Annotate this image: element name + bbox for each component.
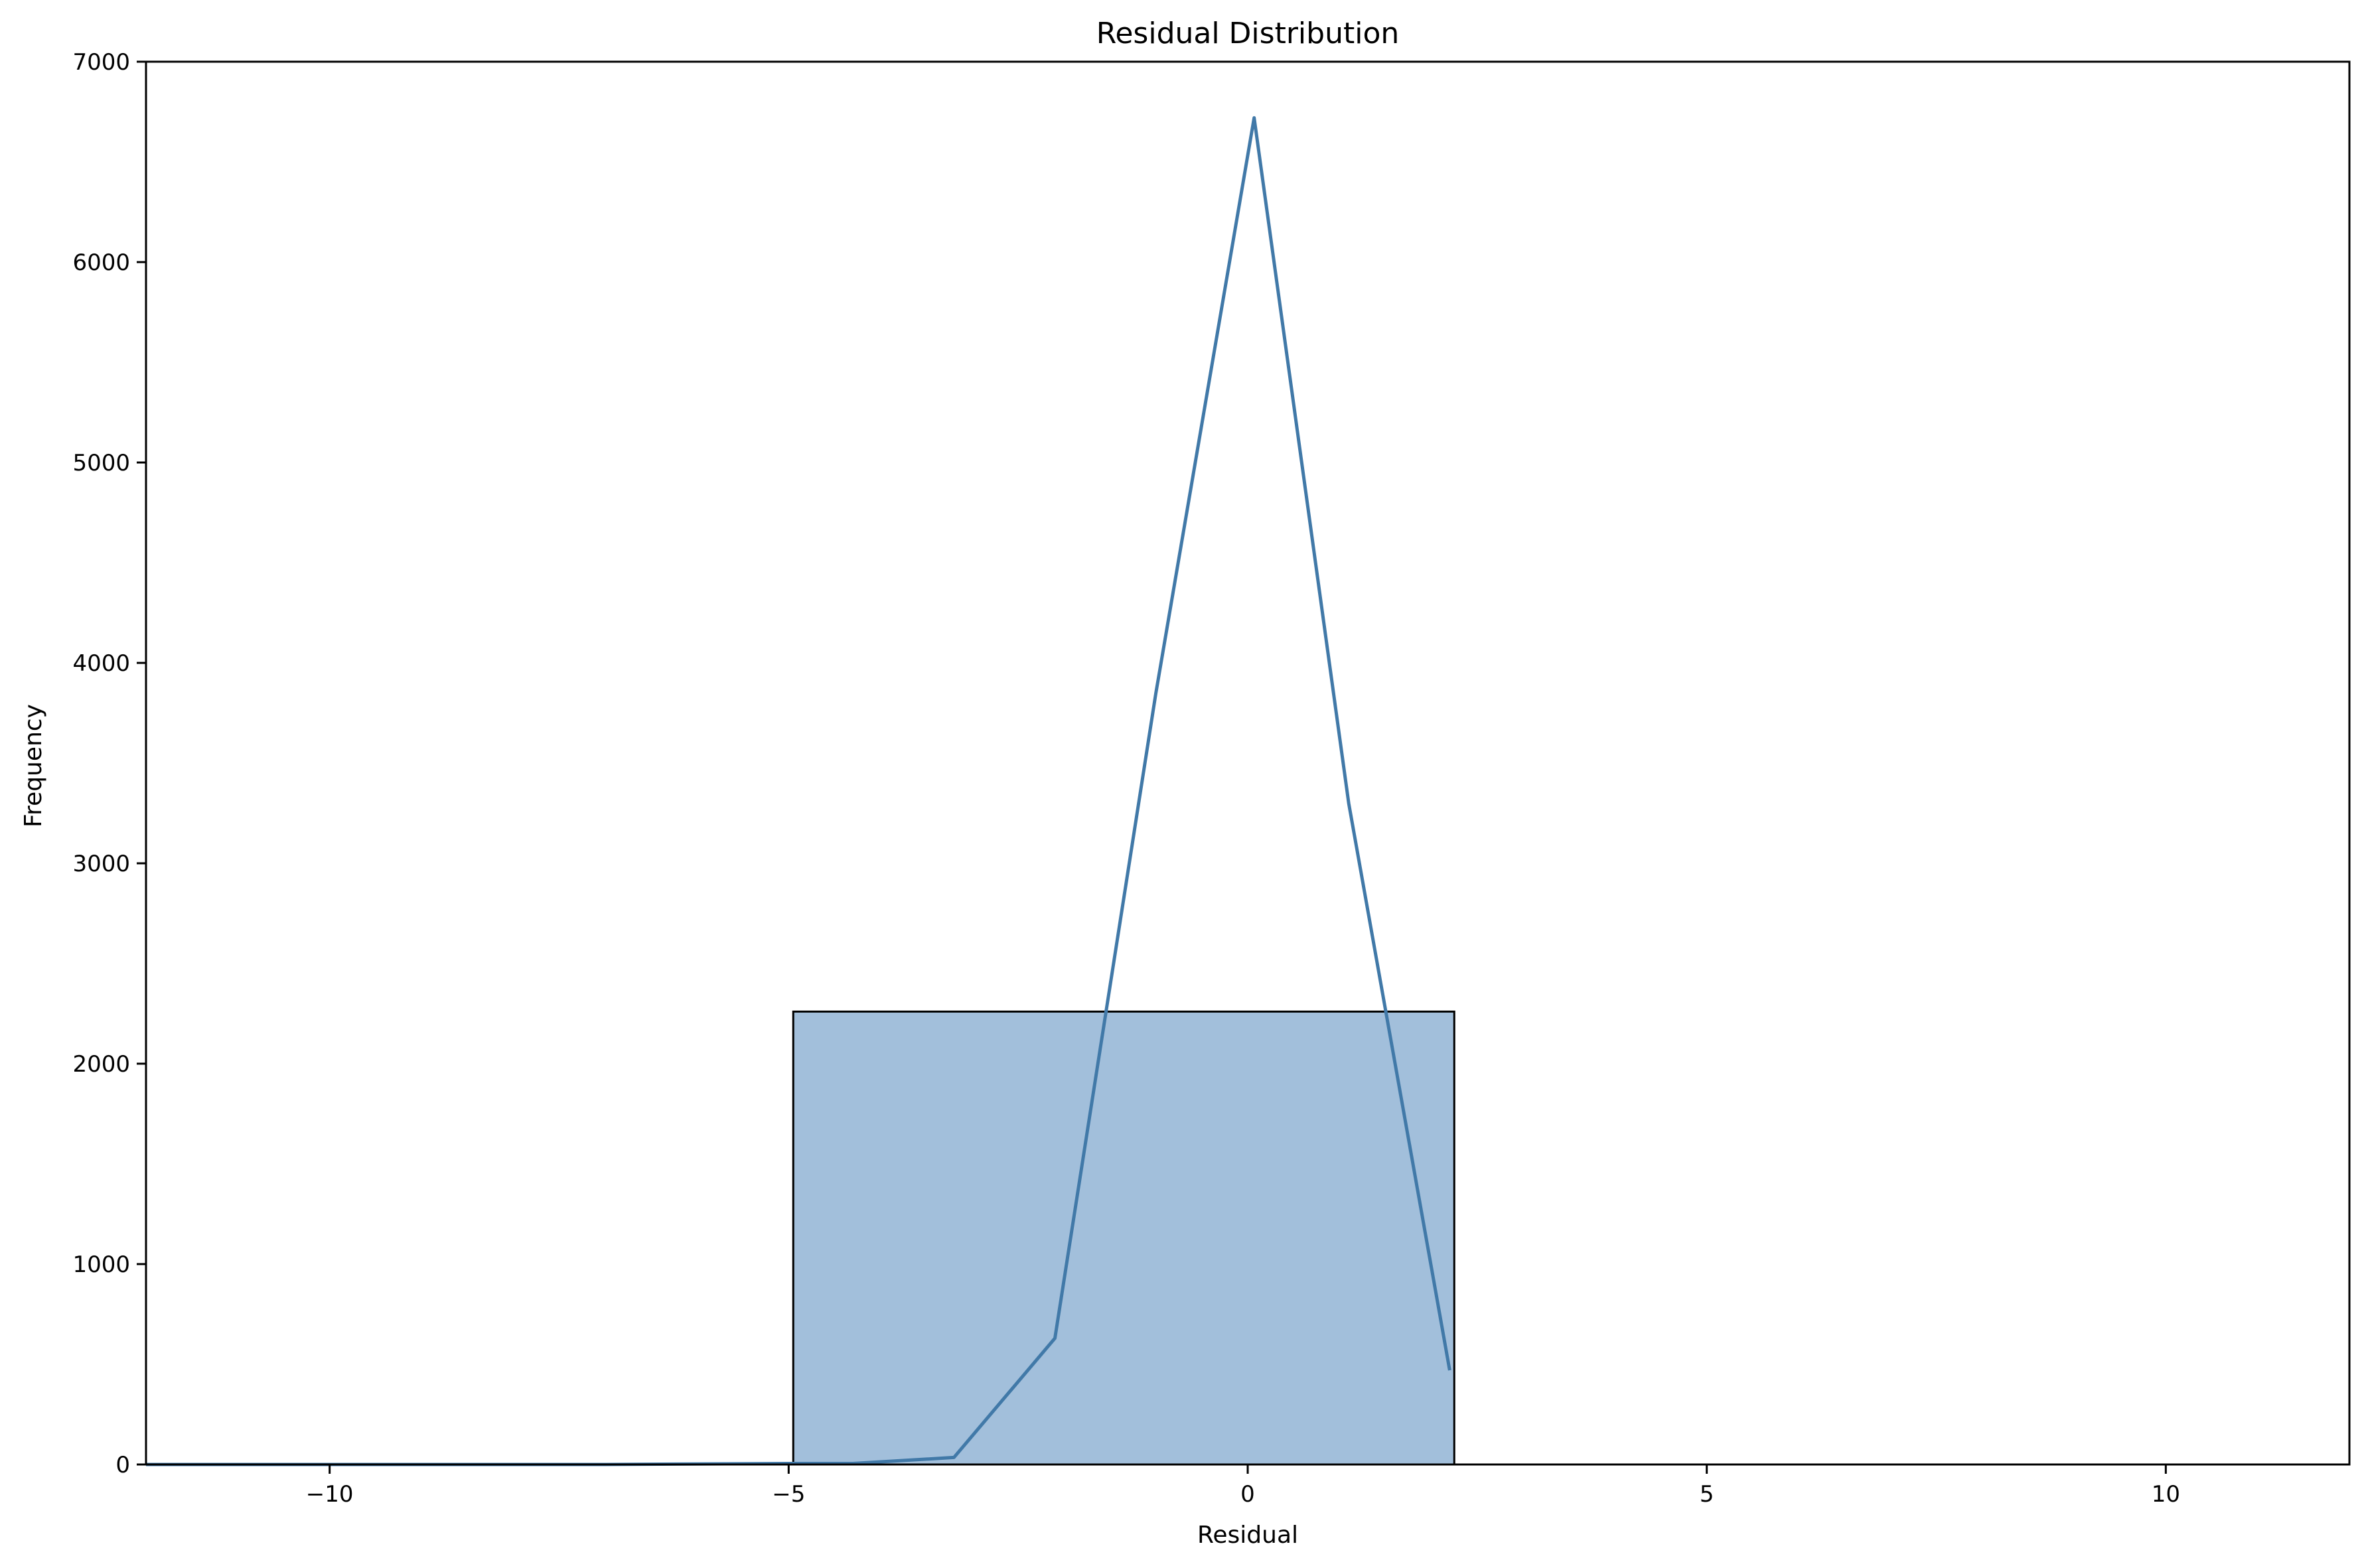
- y-axis-label: Frequency: [20, 704, 47, 827]
- y-tick-label: 1000: [72, 1251, 130, 1278]
- x-tick-label: 0: [1240, 1481, 1255, 1508]
- x-tick-label: 5: [1700, 1481, 1714, 1508]
- histogram-bar-0: [792, 1010, 1455, 1466]
- y-tick-label: 4000: [72, 650, 130, 677]
- chart-title: Residual Distribution: [1096, 17, 1400, 50]
- x-tick-label: −5: [772, 1481, 805, 1508]
- y-tick-label: 5000: [72, 450, 130, 476]
- y-tick-label: 0: [115, 1452, 130, 1478]
- y-tick-label: 7000: [72, 49, 130, 76]
- x-tick-label: 10: [2152, 1481, 2180, 1508]
- plot-area: −10 −5 0 5 10 0 1000 2000 3000 4000 5000 6000 7000: [72, 49, 2351, 1508]
- y-tick-label: 3000: [72, 851, 130, 877]
- y-tick-label: 6000: [72, 249, 130, 276]
- y-tick-label: 2000: [72, 1051, 130, 1078]
- x-tick-label: −10: [306, 1481, 354, 1508]
- x-axis-label: Residual: [1197, 1522, 1298, 1549]
